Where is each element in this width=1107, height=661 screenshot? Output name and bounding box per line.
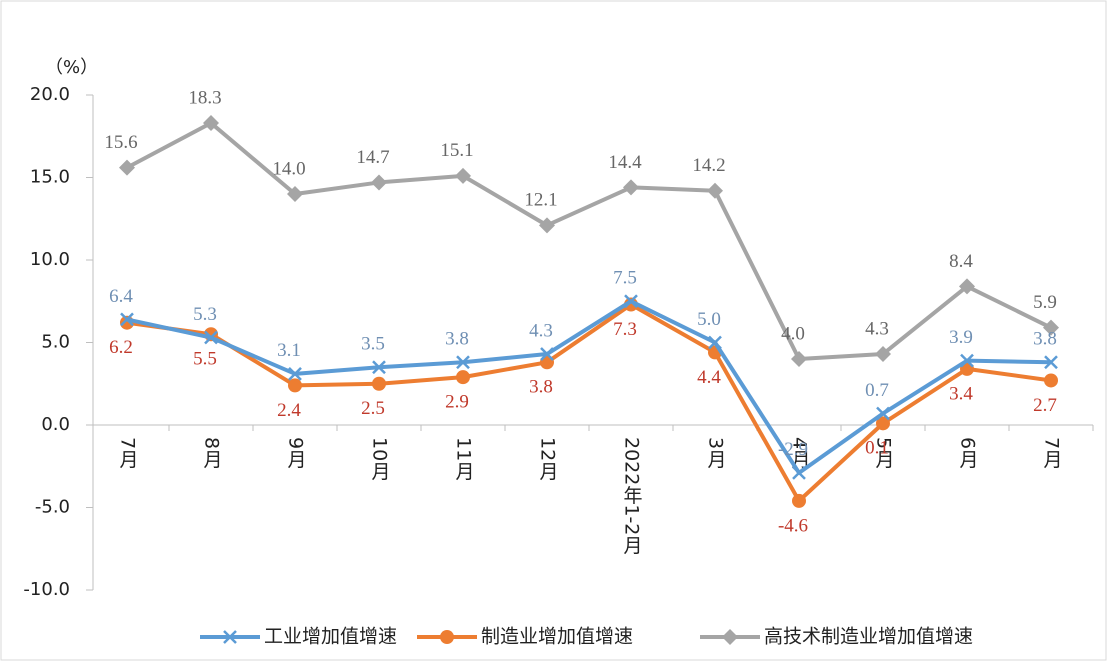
x-tick-label: 4月 [789,437,811,468]
legend-label: 高技术制造业增加值增速 [764,626,973,648]
data-label: 8.4 [949,251,973,272]
data-point [792,465,806,480]
data-label: 14.4 [608,152,642,173]
data-label: 4.0 [781,323,805,344]
data-point [455,167,471,184]
x-tick-label: 7月 [1041,437,1063,468]
data-label: 3.8 [445,329,469,350]
y-tick-label: 15.0 [30,167,70,188]
data-label: 2.9 [445,392,469,413]
data-point [959,278,975,295]
data-label: 3.4 [949,383,973,404]
x-tick-label: 3月 [705,437,727,468]
data-point [120,312,134,327]
series-line [126,299,1052,475]
data-label: 3.9 [949,327,973,348]
x-tick-label: 7月 [117,437,139,468]
data-label: 7.3 [613,319,637,340]
x-tick-label: 6月 [957,437,979,468]
x-tick-label: 11月 [453,437,475,480]
data-label: 2.5 [361,398,385,419]
data-point [960,353,974,368]
data-label: 14.0 [272,158,305,179]
data-label: 3.8 [529,377,553,398]
y-tick-label: 5.0 [41,332,70,353]
data-point [707,182,723,199]
data-label: 0.1 [865,438,889,459]
data-label: 14.2 [692,155,725,176]
legend-label: 制造业增加值增速 [481,626,633,648]
y-tick-label: 10.0 [30,249,70,270]
legend-marker [440,630,454,644]
y-tick-label: -5.0 [35,497,70,518]
legend-marker [722,629,738,645]
x-tick-label: 2022年1-2月 [621,437,643,554]
data-label: 12.1 [524,190,557,211]
y-tick-label: -10.0 [23,579,70,600]
data-label: 4.3 [529,320,553,341]
data-label: 15.1 [440,140,473,161]
data-label: 5.3 [193,304,217,325]
data-label: 3.5 [361,334,385,355]
y-tick-label: 20.0 [30,84,70,105]
data-label: 5.9 [1033,292,1057,313]
data-point [539,217,555,234]
x-tick-label: 9月 [285,437,307,468]
x-tick-label: 12月 [537,437,559,480]
data-point [287,186,303,202]
data-point [288,378,302,393]
data-point [623,179,639,196]
series-line [126,121,1052,361]
data-label: 7.5 [613,268,637,289]
data-point [372,360,386,375]
data-point [456,370,470,385]
data-label: 2.7 [1033,395,1057,416]
y-tick-label: 0.0 [41,414,70,435]
data-label: 2.4 [277,400,301,421]
data-point [119,159,135,176]
data-point [372,376,386,391]
data-label: 6.2 [109,337,133,358]
data-point [540,347,554,361]
data-point [204,330,218,345]
data-point [1044,355,1058,370]
data-point [708,335,722,350]
data-point [876,406,890,421]
data-label: 4.4 [697,367,721,388]
data-label: 18.3 [188,87,221,108]
data-point [876,416,890,431]
data-label: 5.0 [697,309,721,330]
series-line [126,302,1052,503]
data-point [624,294,638,309]
data-point [792,493,806,508]
data-point [1044,373,1058,388]
legend-marker [223,630,237,644]
legend-label: 工业增加值增速 [264,626,397,648]
data-label: 6.4 [109,286,133,307]
data-point [791,351,807,367]
data-label: 15.6 [104,132,137,153]
data-label: 3.8 [1033,329,1057,350]
data-label: 0.7 [865,380,889,401]
data-point [875,346,891,363]
data-point [371,174,387,191]
x-tick-label: 8月 [201,437,223,468]
data-label: 5.5 [193,349,217,370]
data-label: 4.3 [865,318,889,339]
data-label: -4.6 [778,515,808,536]
data-point [288,366,302,381]
data-label: -2.9 [778,439,808,460]
y-axis-unit: （%） [45,57,98,78]
x-tick-label: 5月 [873,437,895,468]
data-label: 3.1 [277,340,301,361]
data-point [203,115,219,132]
data-point [456,355,470,370]
x-tick-label: 10月 [369,437,391,480]
data-point [1043,319,1059,336]
data-label: 14.7 [356,147,389,168]
